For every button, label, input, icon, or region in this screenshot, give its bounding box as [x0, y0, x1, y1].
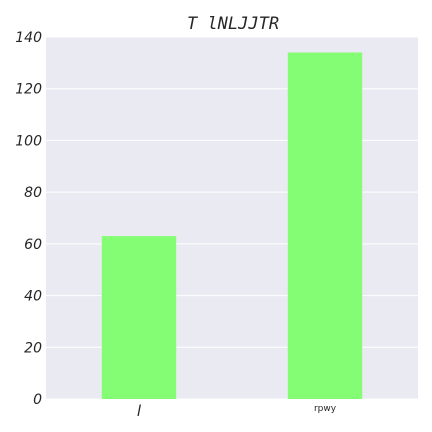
y-tick-label: 80 — [24, 185, 42, 201]
y-tick-label: 20 — [24, 340, 42, 356]
x-tick-label: l — [137, 402, 142, 420]
y-tick-label: 100 — [15, 133, 42, 149]
y-tick-label: 40 — [24, 289, 42, 305]
y-axis-ticks: 0 20 40 60 80 100 120 140 — [15, 30, 42, 408]
x-tick-label: rpwy — [314, 404, 337, 414]
y-tick-label: 60 — [24, 237, 42, 253]
x-axis-ticks: l rpwy — [137, 402, 337, 420]
chart-title: T lNLJJTR — [187, 14, 279, 34]
y-tick-label: 140 — [15, 30, 42, 46]
bar-rpwy — [287, 52, 363, 400]
bars — [101, 52, 363, 400]
bar-l — [101, 236, 177, 399]
y-tick-label: 0 — [33, 392, 42, 408]
y-tick-label: 120 — [15, 82, 42, 98]
